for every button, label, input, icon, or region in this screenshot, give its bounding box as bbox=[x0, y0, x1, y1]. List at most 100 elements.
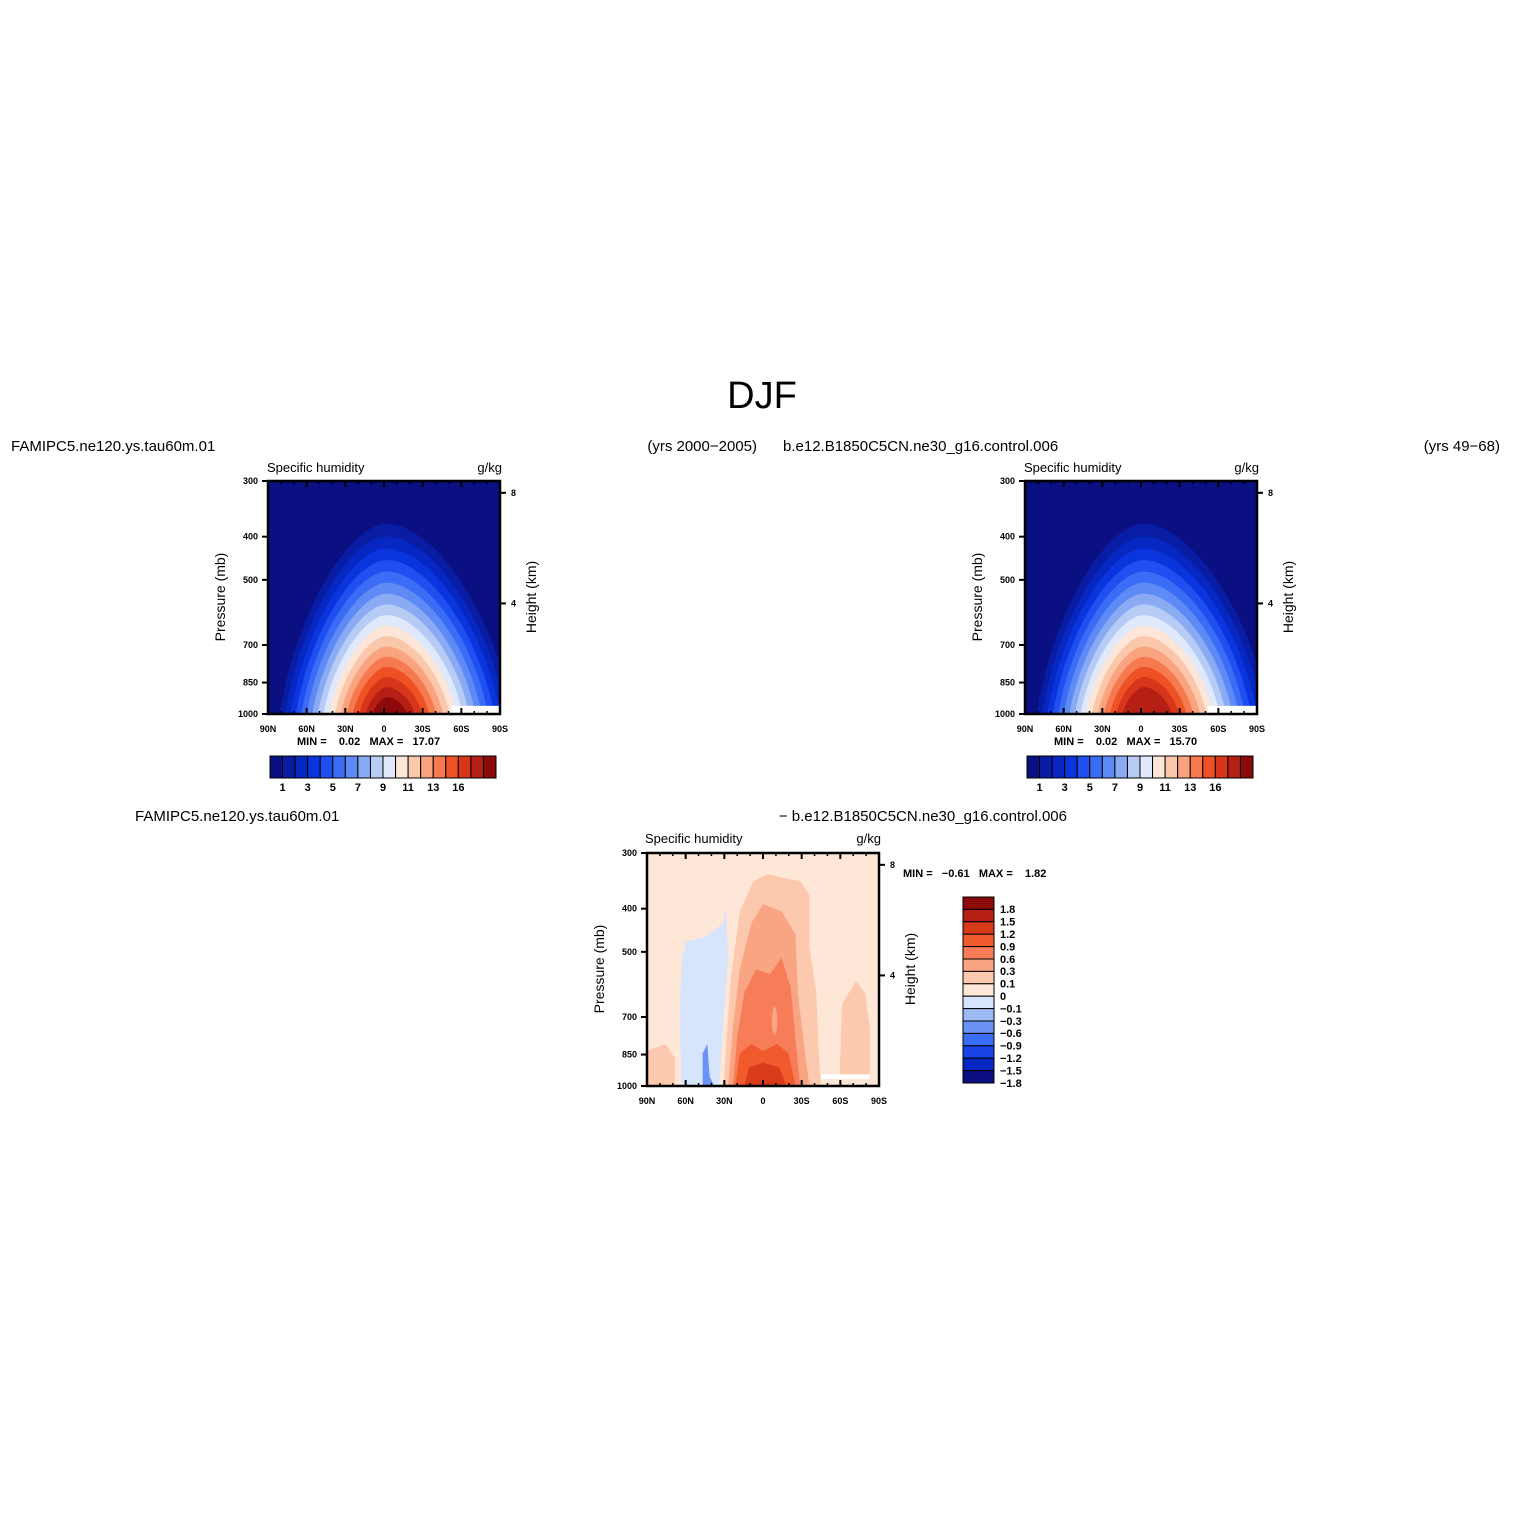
panel2-ytick-label: 300 bbox=[1000, 476, 1015, 486]
panel1-colorbar-box bbox=[319, 755, 334, 779]
panel1-xtick-label: 90N bbox=[260, 724, 277, 734]
panel3-var-title: Specific humidity bbox=[645, 831, 743, 846]
panel2-colorbar-box bbox=[1076, 755, 1091, 779]
panel2-colorbar-box bbox=[1227, 755, 1241, 779]
panel3-xtick-label: 30N bbox=[716, 1096, 733, 1106]
panel2-colorbar-label: 9 bbox=[1137, 782, 1143, 794]
panel2-colorbar-box bbox=[1152, 755, 1166, 779]
panel3-ytick-label: 400 bbox=[622, 904, 637, 914]
panel2-colorbar-box bbox=[1026, 755, 1041, 779]
panel1-colorbar-label: 7 bbox=[355, 782, 361, 794]
panel2-ytick-label: 850 bbox=[1000, 678, 1015, 688]
panel1-xtick-label: 60S bbox=[453, 724, 469, 734]
panel1-colorbar-label: 13 bbox=[427, 782, 439, 794]
panel3-colorbar-box bbox=[962, 1045, 995, 1059]
panel1-colorbar-label: 1 bbox=[279, 782, 285, 794]
panel1-colorbar-label: 3 bbox=[305, 782, 311, 794]
panel2-xtick-label: 90N bbox=[1017, 724, 1034, 734]
panel3-colorbar-box bbox=[962, 983, 995, 997]
panel1-colorbar-box bbox=[457, 755, 472, 779]
panel1-ytick-label: 700 bbox=[243, 640, 258, 650]
panel3-missing-region bbox=[821, 1074, 870, 1080]
panel2-ytick-right-label: 8 bbox=[1268, 488, 1273, 498]
panel1-ytick-label: 500 bbox=[243, 575, 258, 585]
panel3-contour-field bbox=[647, 853, 879, 1086]
panel2-colorbar-box bbox=[1202, 755, 1216, 779]
panel2-colorbar-box bbox=[1126, 755, 1141, 779]
panel1-colorbar: 1 3 5 7 9 11 13 16 bbox=[269, 755, 497, 794]
panel1-colorbar-box bbox=[407, 755, 422, 779]
panel3-positive-level-5 bbox=[744, 1062, 787, 1086]
panel3-colorbar-label: 1.5 bbox=[1000, 917, 1015, 929]
panel3-case-right: − b.e12.B1850C5CN.ne30_g16.control.006 bbox=[779, 808, 1067, 825]
panel3-colorbar: 1.81.51.20.90.60.30.10−0.1−0.3−0.6−0.9−1… bbox=[962, 896, 1022, 1090]
panel3-colorbar-label: 0.3 bbox=[1000, 966, 1015, 978]
panel1-stats: MIN = 0.02 MAX = 17.07 bbox=[297, 736, 440, 748]
panel3-positive-north bbox=[647, 1044, 675, 1086]
panel1-ylabel-left: Pressure (mb) bbox=[212, 553, 228, 642]
panel3-colorbar-label: −0.1 bbox=[1000, 1003, 1022, 1015]
panel1-colorbar-label: 5 bbox=[330, 782, 336, 794]
panel2-colorbar-box bbox=[1164, 755, 1179, 779]
panel3-colorbar-box bbox=[962, 1008, 995, 1022]
panel3-colorbar-box bbox=[962, 1020, 995, 1034]
panel2-ytick-label: 700 bbox=[1000, 640, 1015, 650]
panel2-case-left: b.e12.B1850C5CN.ne30_g16.control.006 bbox=[783, 438, 1058, 455]
panel3-units: g/kg bbox=[856, 831, 881, 846]
panel2-xtick-label: 30S bbox=[1172, 724, 1188, 734]
panel1-ytick-label: 850 bbox=[243, 678, 258, 688]
panel3-colorbar-box bbox=[962, 946, 995, 960]
panel1-ytick-right-label: 8 bbox=[511, 488, 516, 498]
panel3-ytick-label: 1000 bbox=[617, 1081, 637, 1091]
panel2-missing-region bbox=[1208, 705, 1257, 714]
panel2-axes: 90N 60N 30N 0 30S 60S 90S 300 400 500 700 850 1000 4 8 bbox=[995, 476, 1273, 734]
panel3-axes: 90N 60N 30N 0 30S 60S 90S 300 400 500 700 850 1000 4 8 bbox=[617, 848, 895, 1106]
panel2-colorbar-label: 7 bbox=[1112, 782, 1118, 794]
panel1-case-left: FAMIPC5.ne120.ys.tau60m.01 bbox=[11, 438, 215, 455]
panel2-contour-field bbox=[1025, 481, 1257, 714]
panel3-colorbar-label: −0.3 bbox=[1000, 1016, 1022, 1028]
panel3-colorbar-box bbox=[962, 1070, 995, 1084]
panel1-ylabel-right: Height (km) bbox=[523, 561, 539, 633]
panel1-colorbar-label: 11 bbox=[402, 782, 414, 794]
panel2-colorbar-label: 3 bbox=[1062, 782, 1068, 794]
panel1-xtick-label: 60N bbox=[298, 724, 315, 734]
panel3-ylabel-right: Height (km) bbox=[902, 933, 918, 1005]
panel1-case-right: (yrs 2000−2005) bbox=[647, 438, 757, 455]
panel2-stats: MIN = 0.02 MAX = 15.70 bbox=[1054, 736, 1197, 748]
panel1-colorbar-box bbox=[382, 755, 397, 779]
panel1-colorbar-box bbox=[344, 755, 359, 779]
panel2-var-title: Specific humidity bbox=[1024, 460, 1122, 475]
panel2-ytick-label: 500 bbox=[1000, 575, 1015, 585]
panel3-colorbar-label: −1.8 bbox=[1000, 1078, 1022, 1090]
panel1-xtick-label: 30S bbox=[415, 724, 431, 734]
panel3-ytick-right-label: 4 bbox=[890, 970, 895, 980]
panel2-colorbar-box bbox=[1177, 755, 1191, 779]
panel3-colorbar-label: −0.6 bbox=[1000, 1028, 1022, 1040]
panel1-ytick-label: 1000 bbox=[238, 709, 258, 719]
panel1-colorbar-box bbox=[269, 755, 284, 779]
panel1-colorbar-box bbox=[432, 755, 447, 779]
panel2-ytick-label: 1000 bbox=[995, 709, 1015, 719]
panel3-xtick-label: 60N bbox=[677, 1096, 694, 1106]
panel3-colorbar-label: 0.9 bbox=[1000, 941, 1015, 953]
panel3-colorbar-box bbox=[962, 921, 995, 935]
panel3-ylabel-left: Pressure (mb) bbox=[591, 925, 607, 1014]
panel2-colorbar-box bbox=[1039, 755, 1053, 779]
panel2-colorbar-label: 5 bbox=[1087, 782, 1093, 794]
panel1-colorbar-label: 16 bbox=[452, 782, 464, 794]
panel1-ytick-right-label: 4 bbox=[511, 598, 516, 608]
panel2-colorbar-label: 16 bbox=[1209, 782, 1221, 794]
panel1-missing-region bbox=[451, 705, 500, 714]
panel1-xtick-label: 30N bbox=[337, 724, 354, 734]
panel3-xtick-label: 90N bbox=[639, 1096, 656, 1106]
panel2-colorbar-box bbox=[1214, 755, 1229, 779]
panel3-ytick-label: 500 bbox=[622, 947, 637, 957]
panel3-colorbar-label: 0.1 bbox=[1000, 979, 1015, 991]
panel2-case-right: (yrs 49−68) bbox=[1424, 438, 1500, 455]
panel3-xtick-label: 0 bbox=[760, 1096, 765, 1106]
panel1-colorbar-box bbox=[307, 755, 321, 779]
panel2-colorbar-label: 1 bbox=[1036, 782, 1042, 794]
panel2-colorbar-label: 13 bbox=[1184, 782, 1196, 794]
panel1-level-17 bbox=[372, 697, 407, 714]
